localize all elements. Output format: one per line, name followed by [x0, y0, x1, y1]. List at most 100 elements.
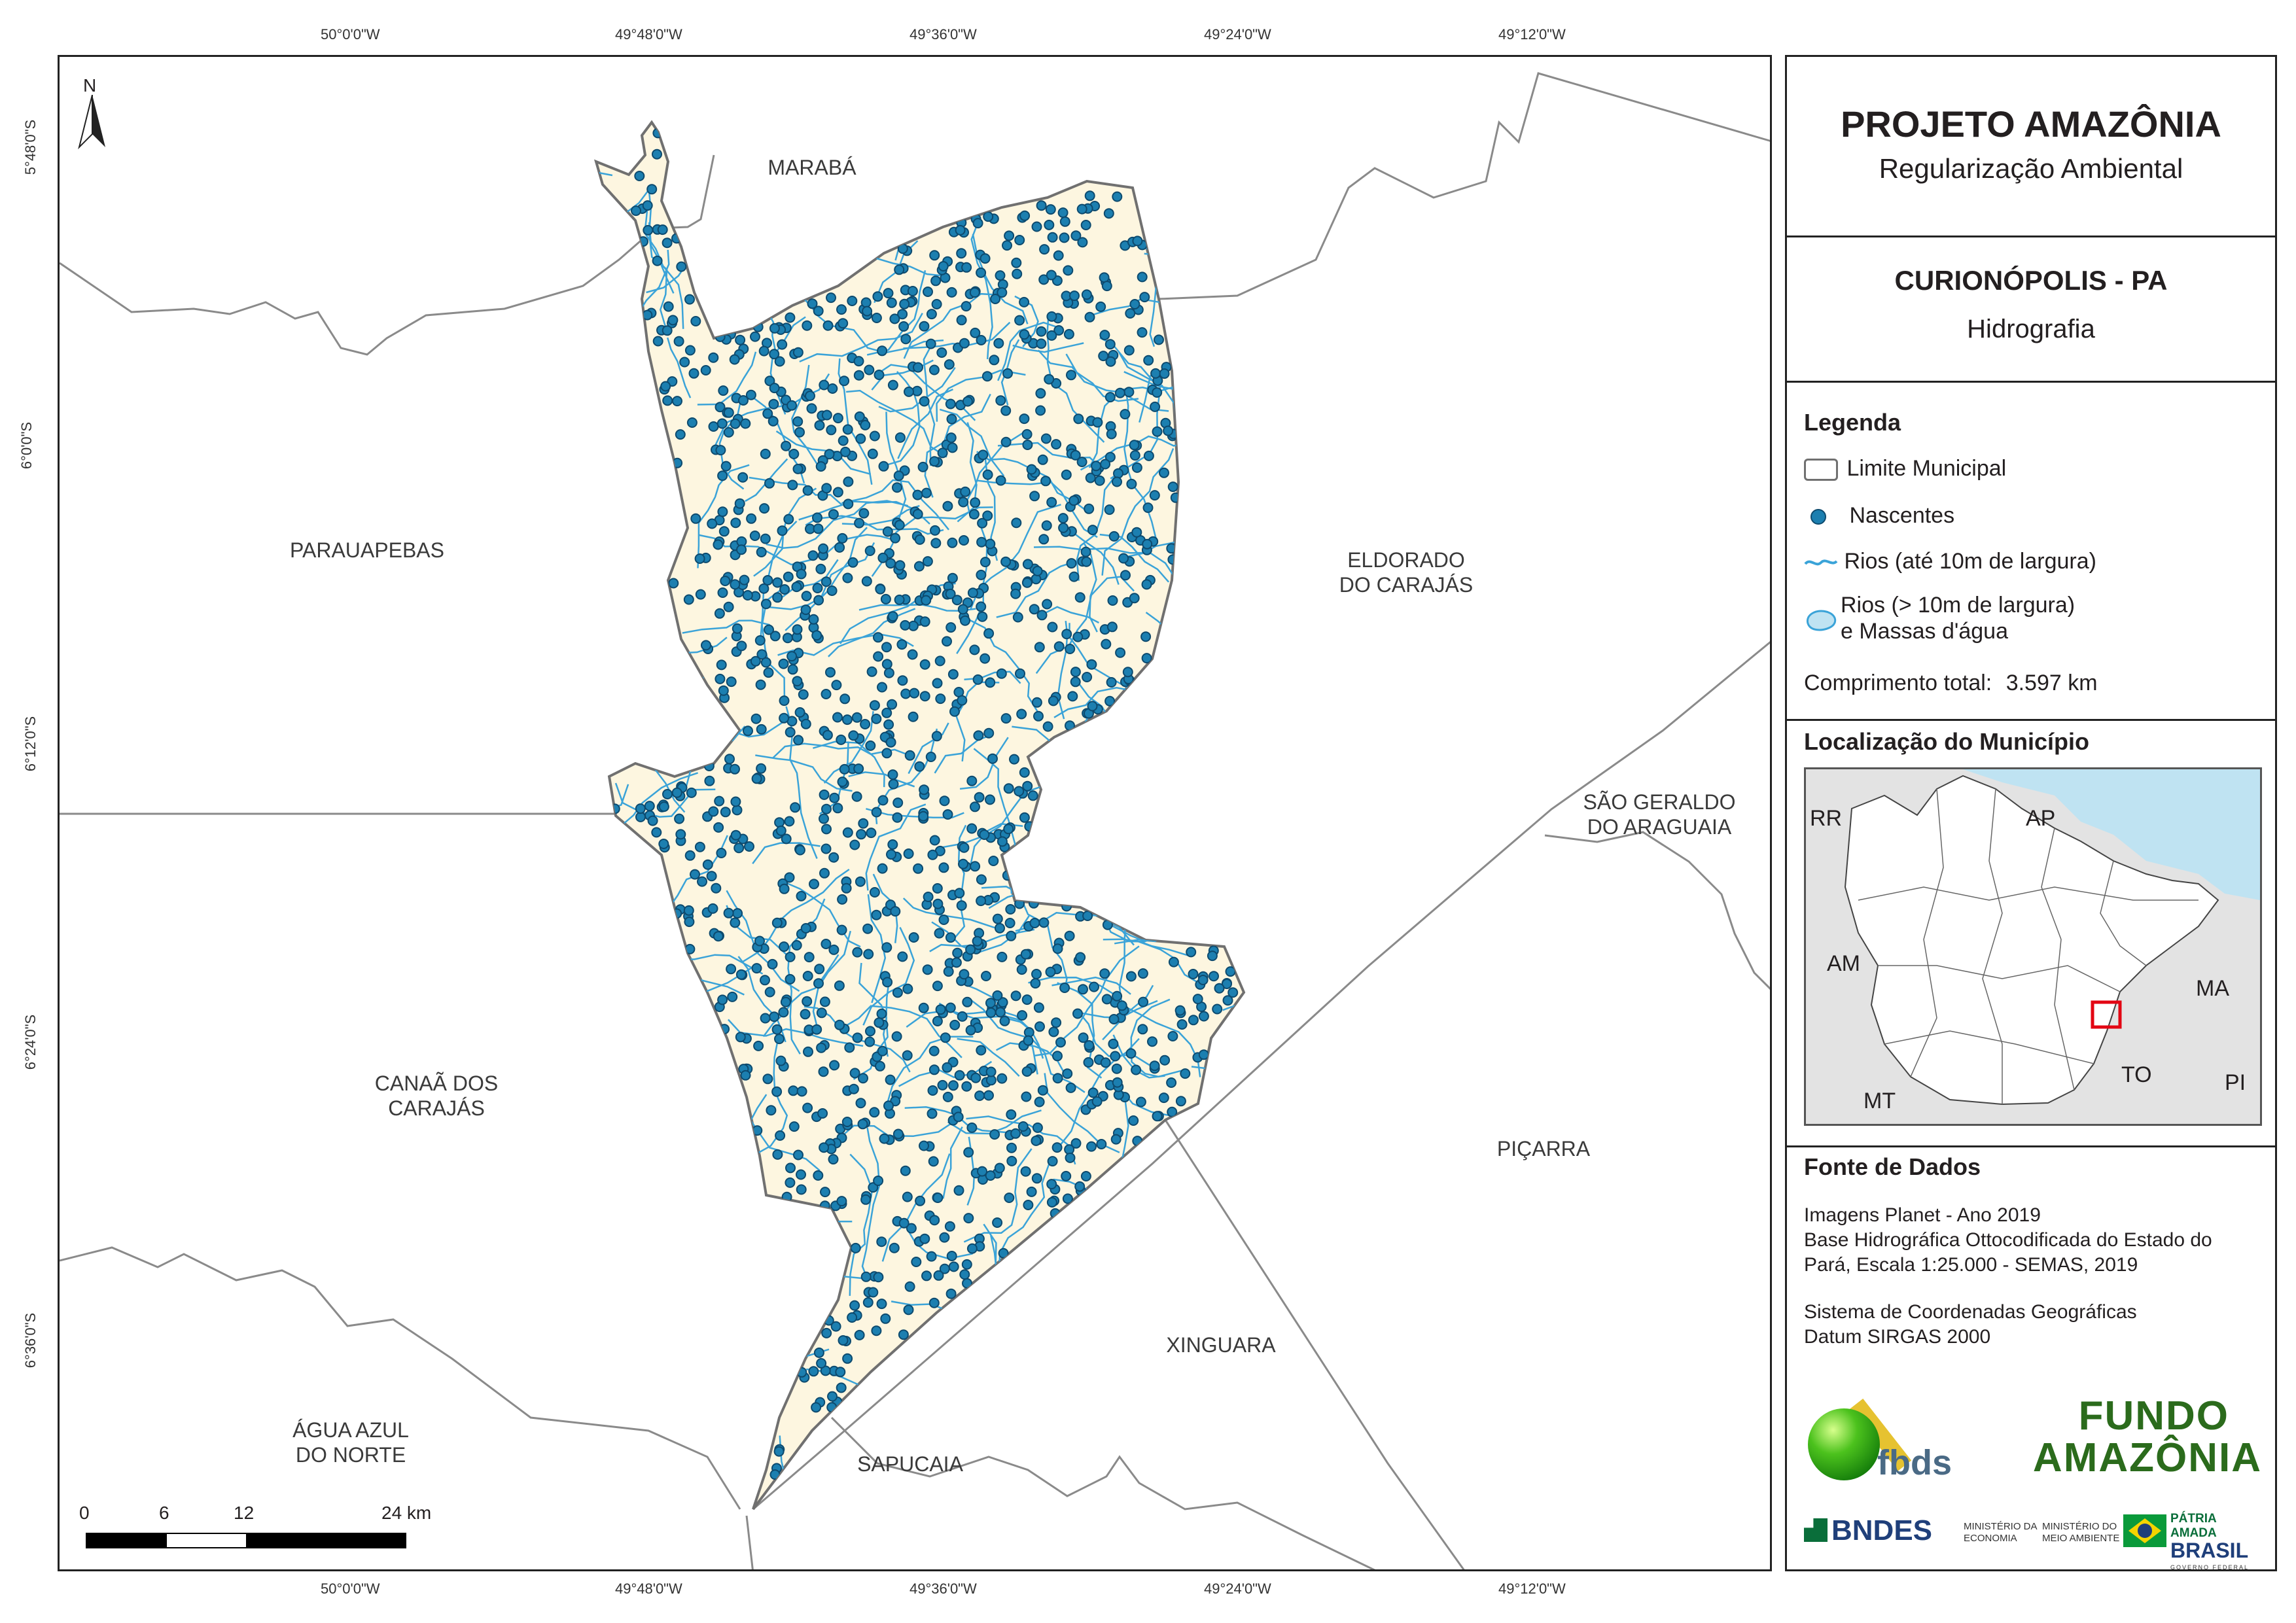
spring-point — [928, 1045, 940, 1056]
sistema-text: Sistema de Coordenadas Geográficas Datum… — [1804, 1300, 2137, 1350]
spring-point — [769, 349, 780, 360]
river-segment — [858, 962, 889, 1057]
spring-point — [1105, 356, 1116, 367]
spring-point — [900, 1165, 911, 1176]
spring-point — [1137, 968, 1148, 979]
spring-point — [949, 1019, 961, 1030]
spring-point — [862, 305, 873, 317]
map-frame[interactable]: N MARABÁ PARAUAPEBAS ELDORADO DO CARAJÁS… — [58, 55, 1772, 1571]
spring-point — [1053, 325, 1065, 336]
spring-point — [900, 620, 911, 631]
spring-point — [800, 1009, 811, 1020]
coord-bottom-2: 49°48'0"W — [615, 1580, 682, 1597]
spring-point — [982, 510, 993, 521]
spring-point — [723, 407, 734, 418]
spring-point — [956, 248, 967, 259]
spring-point — [877, 795, 889, 806]
spring-point — [929, 456, 940, 467]
spring-point — [686, 417, 698, 428]
spring-point — [1006, 930, 1017, 941]
spring-point — [978, 449, 989, 461]
spring-point — [796, 1169, 806, 1180]
spring-point — [990, 294, 1001, 304]
spring-point — [671, 787, 682, 798]
coord-left-4: 6°24'0"S — [22, 1014, 39, 1070]
spring-point — [830, 1321, 841, 1332]
spring-point — [1006, 1155, 1017, 1166]
spring-point — [835, 1367, 846, 1378]
spring-point — [881, 942, 892, 953]
spring-point — [769, 383, 780, 394]
spring-point — [853, 763, 864, 775]
spring-point — [1131, 1064, 1142, 1075]
spring-point — [730, 829, 741, 841]
spring-point — [1034, 1021, 1045, 1032]
spring-point — [942, 636, 952, 647]
spring-point — [853, 356, 864, 367]
spring-point — [1051, 1142, 1063, 1153]
spring-point — [837, 532, 848, 544]
spring-point — [1128, 1115, 1139, 1126]
spring-point — [881, 748, 892, 759]
spring-point — [1116, 1000, 1127, 1011]
spring-point — [762, 575, 773, 585]
spring-point — [1104, 339, 1116, 350]
spring-point — [969, 644, 980, 655]
spring-point — [785, 1177, 796, 1188]
spring-point — [970, 327, 981, 338]
spring-point — [794, 707, 805, 718]
spring-point — [932, 1193, 944, 1203]
spring-point — [1006, 1142, 1017, 1153]
spring-point — [860, 1271, 872, 1282]
spring-point — [972, 935, 983, 947]
spring-point — [938, 261, 949, 271]
spring-point — [1074, 592, 1086, 603]
spring-point — [885, 1074, 896, 1085]
river-line-icon — [1804, 559, 1838, 566]
spring-point — [785, 1162, 796, 1174]
spring-point — [912, 489, 923, 500]
spring-point — [966, 823, 978, 834]
spring-point — [755, 679, 766, 690]
river-segment — [596, 132, 613, 177]
river-segment — [1012, 342, 1084, 353]
spring-point — [932, 981, 943, 992]
spring-point — [1147, 1036, 1157, 1047]
spring-point — [708, 352, 719, 363]
spring-point — [1044, 374, 1055, 385]
spring-point — [792, 347, 804, 358]
spring-point — [1087, 525, 1098, 536]
spring-point — [868, 1287, 879, 1298]
spring-point — [932, 883, 943, 894]
spring-point — [758, 583, 769, 594]
spring-point — [919, 321, 930, 332]
spring-point — [778, 658, 789, 669]
spring-point — [744, 841, 754, 852]
spring-point — [1042, 599, 1053, 610]
river-segment — [780, 879, 861, 948]
river-segment — [898, 1060, 993, 1087]
spring-point — [1159, 368, 1170, 379]
spring-point — [976, 536, 987, 548]
spring-point — [801, 591, 812, 602]
spring-point — [821, 939, 832, 949]
spring-point — [1152, 426, 1163, 437]
spring-point — [706, 871, 717, 882]
spring-point — [885, 737, 896, 748]
river-segment — [1101, 448, 1174, 576]
state-rr: RR — [1810, 806, 1843, 831]
river-segment — [823, 711, 874, 784]
spring-point — [1158, 1092, 1169, 1104]
spring-point — [735, 969, 747, 980]
spring-point — [715, 673, 726, 684]
river-segment — [714, 373, 830, 446]
spring-point — [1011, 517, 1022, 529]
spring-point — [1063, 265, 1074, 276]
spring-point — [715, 402, 726, 413]
spring-point — [785, 312, 796, 323]
spring-point — [1063, 328, 1074, 340]
spring-point — [839, 375, 850, 387]
spring-point — [743, 725, 753, 737]
amazonia-label: AMAZÔNIA — [2032, 1435, 2262, 1480]
spring-point — [793, 735, 804, 746]
